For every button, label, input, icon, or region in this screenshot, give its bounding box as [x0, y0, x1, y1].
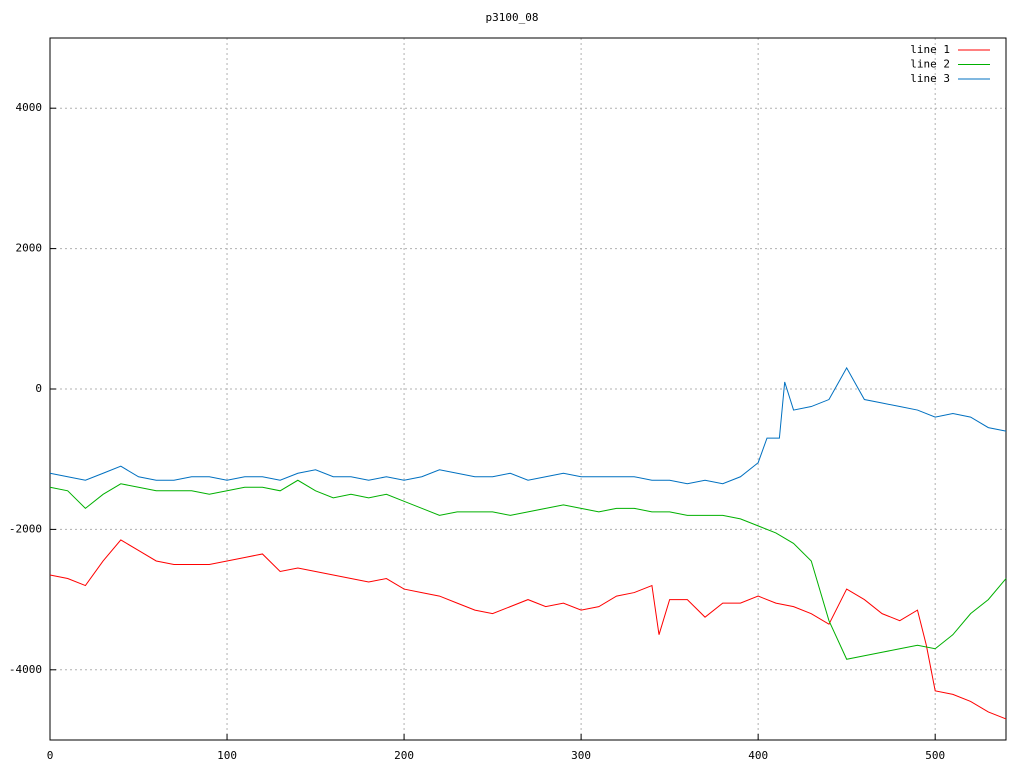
x-tick-label: 100: [217, 749, 237, 762]
x-tick-label: 200: [394, 749, 414, 762]
y-tick-label: 0: [35, 382, 42, 395]
legend-label: line 3: [910, 72, 950, 85]
legend-label: line 1: [910, 43, 950, 56]
y-tick-label: -2000: [9, 522, 42, 535]
x-tick-label: 400: [748, 749, 768, 762]
chart-title: p3100_08: [486, 11, 539, 24]
x-tick-label: 500: [925, 749, 945, 762]
series-line: [49, 539, 1007, 720]
y-tick-label: 4000: [16, 101, 43, 114]
y-tick-label: -4000: [9, 663, 42, 676]
plot-border: [49, 37, 1007, 741]
y-tick-label: 2000: [16, 242, 43, 255]
series-line: [49, 366, 1007, 485]
series-line: [49, 479, 1007, 660]
legend-label: line 2: [910, 58, 950, 71]
x-tick-label: 300: [571, 749, 591, 762]
x-tick-label: 0: [47, 749, 54, 762]
